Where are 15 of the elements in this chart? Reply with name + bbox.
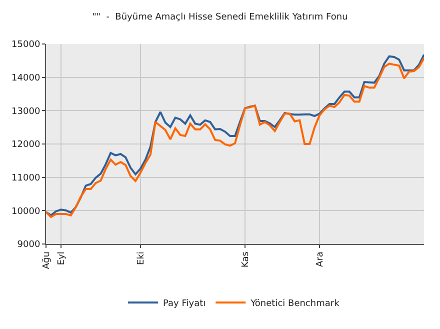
y-tick-label: 15000 xyxy=(12,40,40,50)
legend-label: Yönetici Benchmark xyxy=(250,299,340,310)
y-tick-label: 14000 xyxy=(12,73,40,84)
x-tick-label: Ağu xyxy=(40,252,52,270)
legend-label: Pay Fiyatı xyxy=(163,299,206,310)
x-tick-label: Ara xyxy=(315,252,326,267)
y-tick-label: 10000 xyxy=(12,206,40,217)
y-tick-label: 12000 xyxy=(12,140,40,150)
x-tick-label: Eyl xyxy=(56,252,67,266)
y-tick-label: 11000 xyxy=(12,173,40,184)
x-tick-label: Eki xyxy=(136,252,146,266)
x-tick-label: Kas xyxy=(240,251,251,268)
chart-title: "" - Büyüme Amaçlı Hisse Senedi Emeklilik Yatırım Fonu xyxy=(92,12,348,22)
y-tick-label: 13000 xyxy=(12,106,40,117)
y-tick-label: 9000 xyxy=(17,240,40,250)
